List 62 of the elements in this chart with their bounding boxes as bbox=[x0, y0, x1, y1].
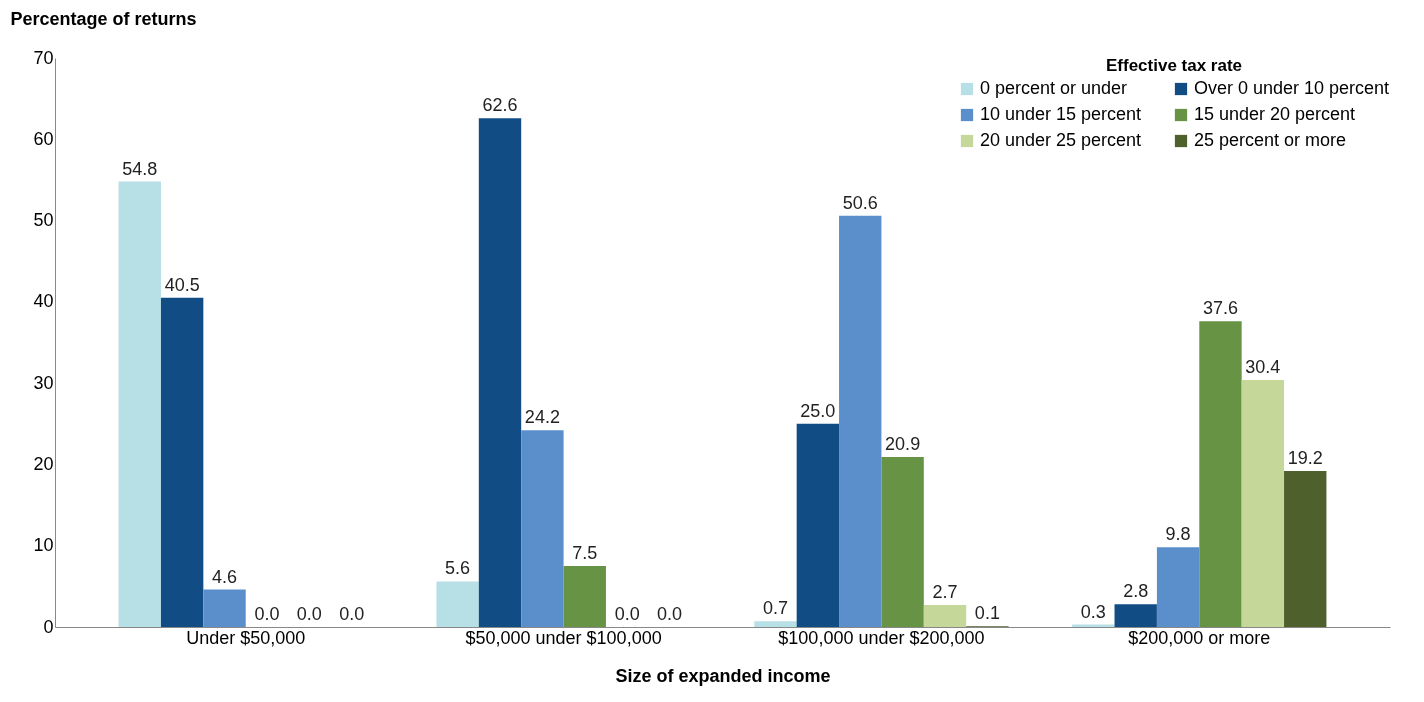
bar bbox=[923, 605, 967, 627]
y-tick-label: 60 bbox=[33, 128, 54, 149]
bar bbox=[796, 423, 840, 627]
x-axis-title: Size of expanded income bbox=[615, 665, 831, 686]
text: 0.3 bbox=[1080, 601, 1106, 622]
text: 0.7 bbox=[762, 598, 788, 619]
bar bbox=[436, 581, 479, 627]
text: 2.7 bbox=[932, 582, 958, 603]
y-axis-title: Percentage of returns bbox=[10, 8, 197, 29]
bar bbox=[1156, 547, 1200, 627]
text: 54.8 bbox=[122, 158, 158, 179]
y-tick-label: 40 bbox=[33, 291, 54, 312]
text: 9.8 bbox=[1165, 524, 1191, 545]
text: 20.9 bbox=[885, 434, 921, 455]
legend-label: Over 0 under 10 percent bbox=[1194, 78, 1390, 98]
bar bbox=[1114, 604, 1157, 627]
text: 50.6 bbox=[842, 192, 878, 213]
text: 7.5 bbox=[572, 543, 598, 564]
text: 0.0 bbox=[614, 604, 640, 624]
bar bbox=[839, 215, 882, 627]
legend-title: Effective tax rate bbox=[1105, 56, 1243, 75]
y-tick-label: 30 bbox=[33, 372, 54, 393]
bar bbox=[1241, 379, 1285, 627]
text: 0.1 bbox=[974, 603, 1000, 624]
legend-label: 0 percent or under bbox=[980, 78, 1128, 98]
bar bbox=[1284, 470, 1327, 627]
text: 0.0 bbox=[254, 604, 280, 624]
legend-label: 15 under 20 percent bbox=[1194, 104, 1356, 124]
y-tick-label: 10 bbox=[33, 535, 54, 556]
y-tick-label: 70 bbox=[33, 47, 54, 68]
x-tick-label: $100,000 under $200,000 bbox=[778, 627, 985, 648]
legend-label: 20 under 25 percent bbox=[980, 130, 1142, 150]
bar bbox=[1199, 321, 1242, 627]
bar bbox=[118, 181, 161, 627]
bar bbox=[754, 621, 797, 627]
x-tick-label: $50,000 under $100,000 bbox=[465, 627, 662, 648]
bar bbox=[478, 118, 522, 627]
text: 0.0 bbox=[657, 604, 683, 624]
bar bbox=[563, 566, 606, 627]
bar bbox=[203, 589, 246, 627]
text: 37.6 bbox=[1202, 298, 1238, 319]
y-tick-label: 50 bbox=[33, 210, 54, 231]
text: 0.0 bbox=[339, 604, 365, 624]
text: 5.6 bbox=[445, 558, 471, 579]
bar bbox=[160, 297, 204, 627]
x-tick-label: Under $50,000 bbox=[186, 627, 306, 648]
text: 0.0 bbox=[296, 604, 322, 624]
text: 4.6 bbox=[212, 566, 238, 587]
legend-label: 10 under 15 percent bbox=[980, 104, 1142, 124]
text: 62.6 bbox=[482, 95, 518, 116]
bar bbox=[521, 430, 564, 627]
y-tick-label: 0 bbox=[43, 616, 54, 637]
y-tick-label: 20 bbox=[33, 453, 54, 474]
bar bbox=[881, 457, 924, 627]
text: 19.2 bbox=[1287, 447, 1323, 468]
text: 24.2 bbox=[524, 407, 560, 428]
text: 25.0 bbox=[800, 400, 836, 421]
legend-label: 25 percent or more bbox=[1194, 130, 1347, 150]
text: 2.8 bbox=[1123, 581, 1149, 602]
text: 30.4 bbox=[1245, 356, 1281, 377]
text: 40.5 bbox=[164, 274, 200, 295]
x-tick-label: $200,000 or more bbox=[1128, 627, 1271, 648]
